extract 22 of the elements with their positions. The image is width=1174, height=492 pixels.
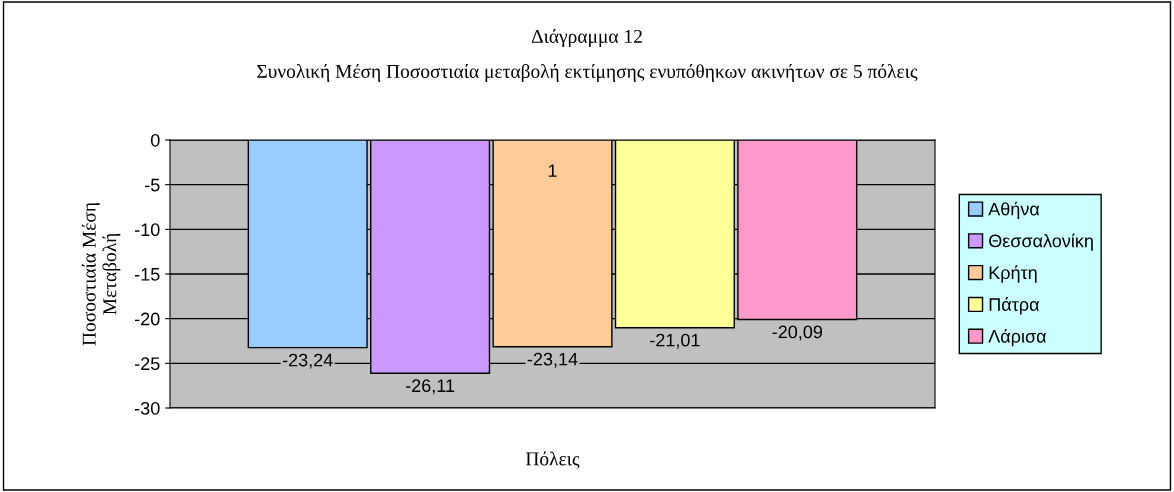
data-label: -21,01 [650, 333, 700, 349]
legend-label: Αθήνα [988, 201, 1040, 220]
legend-label: Κρήτη [989, 265, 1037, 283]
y-tick-label: -10 [134, 223, 160, 237]
legend-label: Λάρισα [988, 328, 1047, 347]
legend-label: Θεσσαλονίκη [989, 233, 1093, 251]
legend-label: Πάτρα [989, 297, 1040, 315]
y-tick-label: -30 [134, 401, 160, 415]
y-axis-title: Ποσοστιαία Μέση Μεταβολή [81, 202, 121, 346]
y-tick-label: -25 [134, 357, 160, 371]
x-axis-title: Πόλεις [525, 451, 580, 469]
data-label: -20,09 [772, 325, 823, 341]
chart-subtitle: Συνολική Μέση Ποσοστιαία μεταβολή εκτίμησης ενυπόθηκων ακινήτων σε 5 πόλεις [257, 64, 918, 82]
data-label: -23,24 [282, 353, 333, 369]
data-label: -23,14 [527, 352, 578, 368]
data-label: -26,11 [405, 379, 455, 395]
chart-title: Διάγραμμα 12 [531, 29, 642, 47]
y-tick-label: -20 [134, 312, 160, 326]
y-tick-label: -15 [134, 268, 160, 281]
y-tick-label: -5 [145, 178, 160, 192]
y-tick-label: 0 [150, 133, 160, 147]
annotation: 1 [548, 164, 557, 177]
